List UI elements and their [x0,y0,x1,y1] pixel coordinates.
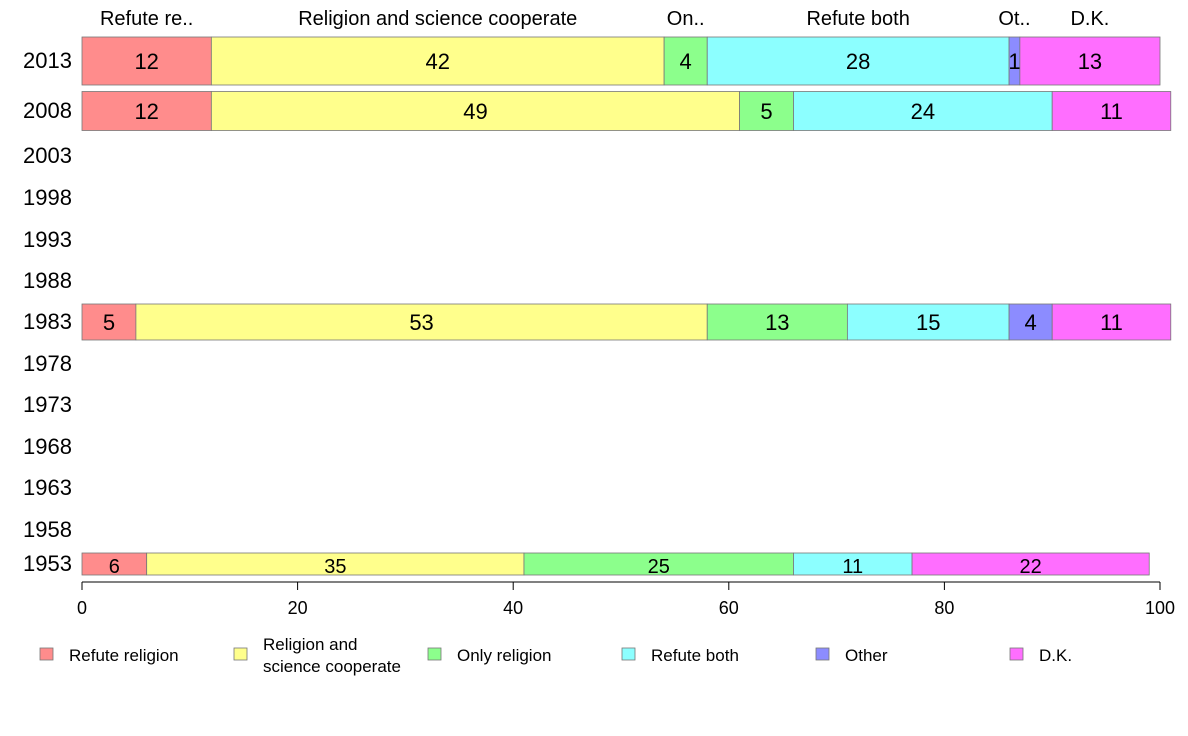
bar-segment [1008,303,1053,341]
data-label: 12 [134,99,158,124]
legend-swatch [233,647,248,661]
data-label: 25 [648,556,670,578]
bar-segment [210,36,665,86]
top-label: D.K. [1070,8,1109,30]
year-label: 1988 [23,268,72,293]
data-label: 12 [134,49,158,74]
legend-label: Refute religion [69,646,179,665]
data-label: 5 [103,310,115,335]
data-label: 22 [1020,556,1042,578]
x-tick-label: 20 [288,598,308,618]
x-tick-label: 80 [934,598,954,618]
top-label: On.. [667,8,705,30]
legend: Refute religion Religion and science coope… [39,635,1072,676]
data-label: 42 [425,49,449,74]
bar-segment [81,303,137,341]
year-label: 1998 [23,185,72,210]
data-label: 13 [765,310,789,335]
data-label: 4 [680,49,692,74]
year-label: 1968 [23,434,72,459]
bar-segment [1051,91,1172,131]
top-labels: Refute re.. Religion and science cooperat… [100,8,1109,30]
year-label: 1953 [23,551,72,576]
year-label: 1973 [23,392,72,417]
bars: 12 42 4 28 1 13 12 49 5 24 11 5 53 13 15 4 11 6 35 25 11 22 [81,36,1172,578]
bar-segment [81,36,212,86]
data-label: 1 [1008,49,1020,74]
year-label: 1983 [23,309,72,334]
bar-segment [793,91,1053,131]
x-axis: 0 20 40 60 80 100 [77,581,1175,618]
legend-label: Only religion [457,646,552,665]
legend-label: science cooperate [263,657,401,676]
legend-swatch [621,647,636,661]
bar-segment [1051,303,1172,341]
top-label: Refute both [806,8,909,30]
data-label: 53 [409,310,433,335]
bar-segment [81,91,212,131]
bar-segment [739,91,794,131]
data-label: 15 [916,310,940,335]
data-label: 5 [760,99,772,124]
legend-label: Refute both [651,646,739,665]
data-label: 49 [463,99,487,124]
year-label: 2003 [23,143,72,168]
x-tick-label: 40 [503,598,523,618]
x-tick-label: 100 [1145,598,1175,618]
legend-swatch [427,647,442,661]
legend-swatch [1009,647,1024,661]
data-label: 11 [1100,99,1123,124]
x-tick-label: 0 [77,598,87,618]
bar-segment [1019,36,1161,86]
y-axis-labels: 2013 2008 2003 1998 1993 1988 1983 1978 1973 1968… [23,48,72,576]
top-label: Refute re.. [100,8,193,30]
bar-segment [210,91,740,131]
data-label: 11 [1100,310,1123,335]
data-label: 11 [842,556,863,578]
data-label: 6 [109,556,120,578]
legend-label: D.K. [1039,646,1072,665]
data-label: 13 [1078,49,1102,74]
bar-segment [706,303,848,341]
legend-label: Religion and [263,635,358,654]
year-label: 1963 [23,475,72,500]
legend-swatch [815,647,830,661]
bar-segment [663,36,708,86]
year-label: 1958 [23,517,72,542]
data-label: 28 [846,49,870,74]
year-label: 1978 [23,351,72,376]
year-label: 2013 [23,48,72,73]
bar-segment [706,36,1010,86]
data-label: 4 [1025,310,1037,335]
legend-label: Other [845,646,888,665]
data-label: 35 [324,556,346,578]
bar-segment [846,303,1010,341]
top-label: Religion and science cooperate [298,8,577,30]
data-label: 24 [911,99,935,124]
year-label: 2008 [23,98,72,123]
legend-swatch [39,647,54,661]
bar-segment [135,303,708,341]
x-tick-label: 60 [719,598,739,618]
year-label: 1993 [23,227,72,252]
bar-segment [911,552,1150,576]
top-label: Ot.. [998,8,1030,30]
